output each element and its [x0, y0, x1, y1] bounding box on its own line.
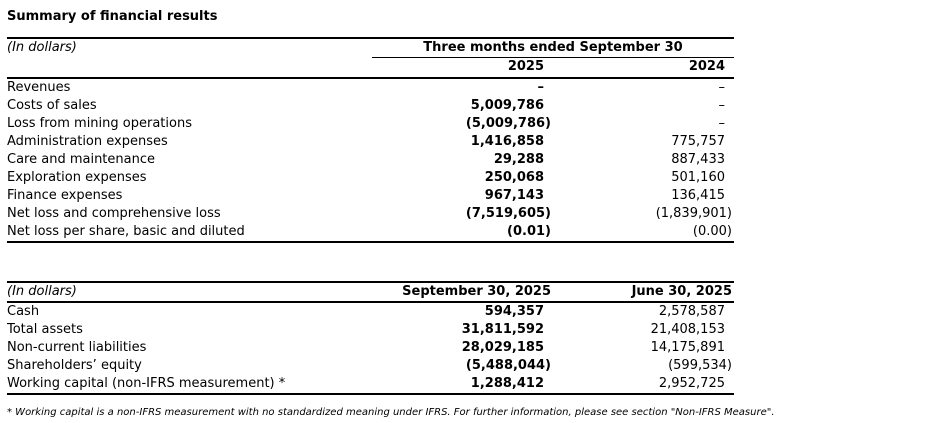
value-june-30-2025: 14,175,891 — [650, 339, 725, 355]
value-september-30-2025: 31,811,592 — [461, 321, 544, 337]
row-label: Non-current liabilities — [7, 339, 147, 355]
value-june-30-2025: 2,578,587 — [658, 303, 725, 319]
value-september-30-2025: (5,488,044) — [465, 357, 551, 373]
row-label: Care and maintenance — [7, 151, 155, 167]
table-row: Working capital (non-IFRS measurement) *… — [7, 375, 734, 394]
value-2024: – — [718, 79, 726, 95]
value-2024: – — [718, 97, 726, 113]
table-row: Non-current liabilities 28,029,185 14,17… — [7, 339, 734, 357]
column-header-2024: 2024 — [553, 57, 734, 79]
table-row: Net loss per share, basic and diluted (0… — [7, 223, 734, 242]
unit-label: (In dollars) — [7, 40, 77, 56]
table-row: Exploration expenses 250,068 501,160 — [7, 169, 734, 187]
row-label: Exploration expenses — [7, 169, 147, 185]
value-2024: (1,839,901) — [655, 205, 732, 221]
value-2024: 775,757 — [671, 133, 725, 149]
value-2024: 501,160 — [671, 169, 725, 185]
value-2025: 967,143 — [484, 187, 544, 203]
period-span-header: Three months ended September 30 — [372, 38, 734, 58]
page-title: Summary of financial results — [7, 9, 218, 24]
value-2025: 5,009,786 — [470, 97, 544, 113]
table-row: Revenues – – — [7, 78, 734, 97]
table-row: Administration expenses 1,416,858 775,75… — [7, 133, 734, 151]
value-june-30-2025: 21,408,153 — [650, 321, 725, 337]
table-row: Net loss and comprehensive loss (7,519,6… — [7, 205, 734, 223]
row-label: Working capital (non-IFRS measurement) * — [7, 375, 286, 391]
row-label: Loss from mining operations — [7, 115, 192, 131]
value-september-30-2025: 1,288,412 — [470, 375, 544, 391]
row-label: Shareholders’ equity — [7, 357, 142, 373]
row-label: Revenues — [7, 79, 71, 95]
value-2025: (7,519,605) — [465, 205, 551, 221]
period-header-row: (In dollars) Three months ended Septembe… — [7, 38, 734, 58]
row-label: Finance expenses — [7, 187, 123, 203]
column-header-2025: 2025 — [372, 57, 553, 79]
value-september-30-2025: 594,357 — [484, 303, 544, 319]
table-row: Loss from mining operations (5,009,786) … — [7, 115, 734, 133]
value-2025: (0.01) — [507, 223, 551, 239]
value-2025: 1,416,858 — [470, 133, 544, 149]
row-label: Net loss and comprehensive loss — [7, 205, 221, 221]
row-label: Total assets — [7, 321, 83, 337]
table-row: Costs of sales 5,009,786 – — [7, 97, 734, 115]
value-2024: 887,433 — [671, 151, 725, 167]
non-ifrs-footnote: * Working capital is a non-IFRS measurem… — [7, 406, 775, 418]
column-header-september-30-2025: September 30, 2025 — [372, 281, 553, 303]
value-2025: 29,288 — [493, 151, 544, 167]
value-2024: 136,415 — [671, 187, 725, 203]
table-row: Cash 594,357 2,578,587 — [7, 302, 734, 321]
value-2025: – — [537, 79, 545, 95]
quarterly-results-table: (In dollars) Three months ended Septembe… — [7, 37, 734, 243]
value-june-30-2025: 2,952,725 — [658, 375, 725, 391]
row-label: Cash — [7, 303, 40, 319]
table-row: Shareholders’ equity (5,488,044) (599,53… — [7, 357, 734, 375]
date-header-row: (In dollars) September 30, 2025 June 30,… — [7, 281, 734, 303]
year-header-row: 2025 2024 — [7, 57, 734, 79]
table-row: Finance expenses 967,143 136,415 — [7, 187, 734, 205]
value-2025: (5,009,786) — [465, 115, 551, 131]
empty-cell — [7, 57, 372, 79]
value-2024: – — [718, 115, 726, 131]
row-label: Costs of sales — [7, 97, 97, 113]
row-label: Administration expenses — [7, 133, 168, 149]
value-2024: (0.00) — [692, 223, 732, 239]
value-2025: 250,068 — [484, 169, 544, 185]
row-label: Net loss per share, basic and diluted — [7, 223, 245, 239]
balance-sheet-table: (In dollars) September 30, 2025 June 30,… — [7, 280, 734, 395]
table-row: Care and maintenance 29,288 887,433 — [7, 151, 734, 169]
value-september-30-2025: 28,029,185 — [461, 339, 544, 355]
unit-label: (In dollars) — [7, 281, 372, 303]
value-june-30-2025: (599,534) — [668, 357, 732, 373]
table-row: Total assets 31,811,592 21,408,153 — [7, 321, 734, 339]
column-header-june-30-2025: June 30, 2025 — [553, 281, 734, 303]
